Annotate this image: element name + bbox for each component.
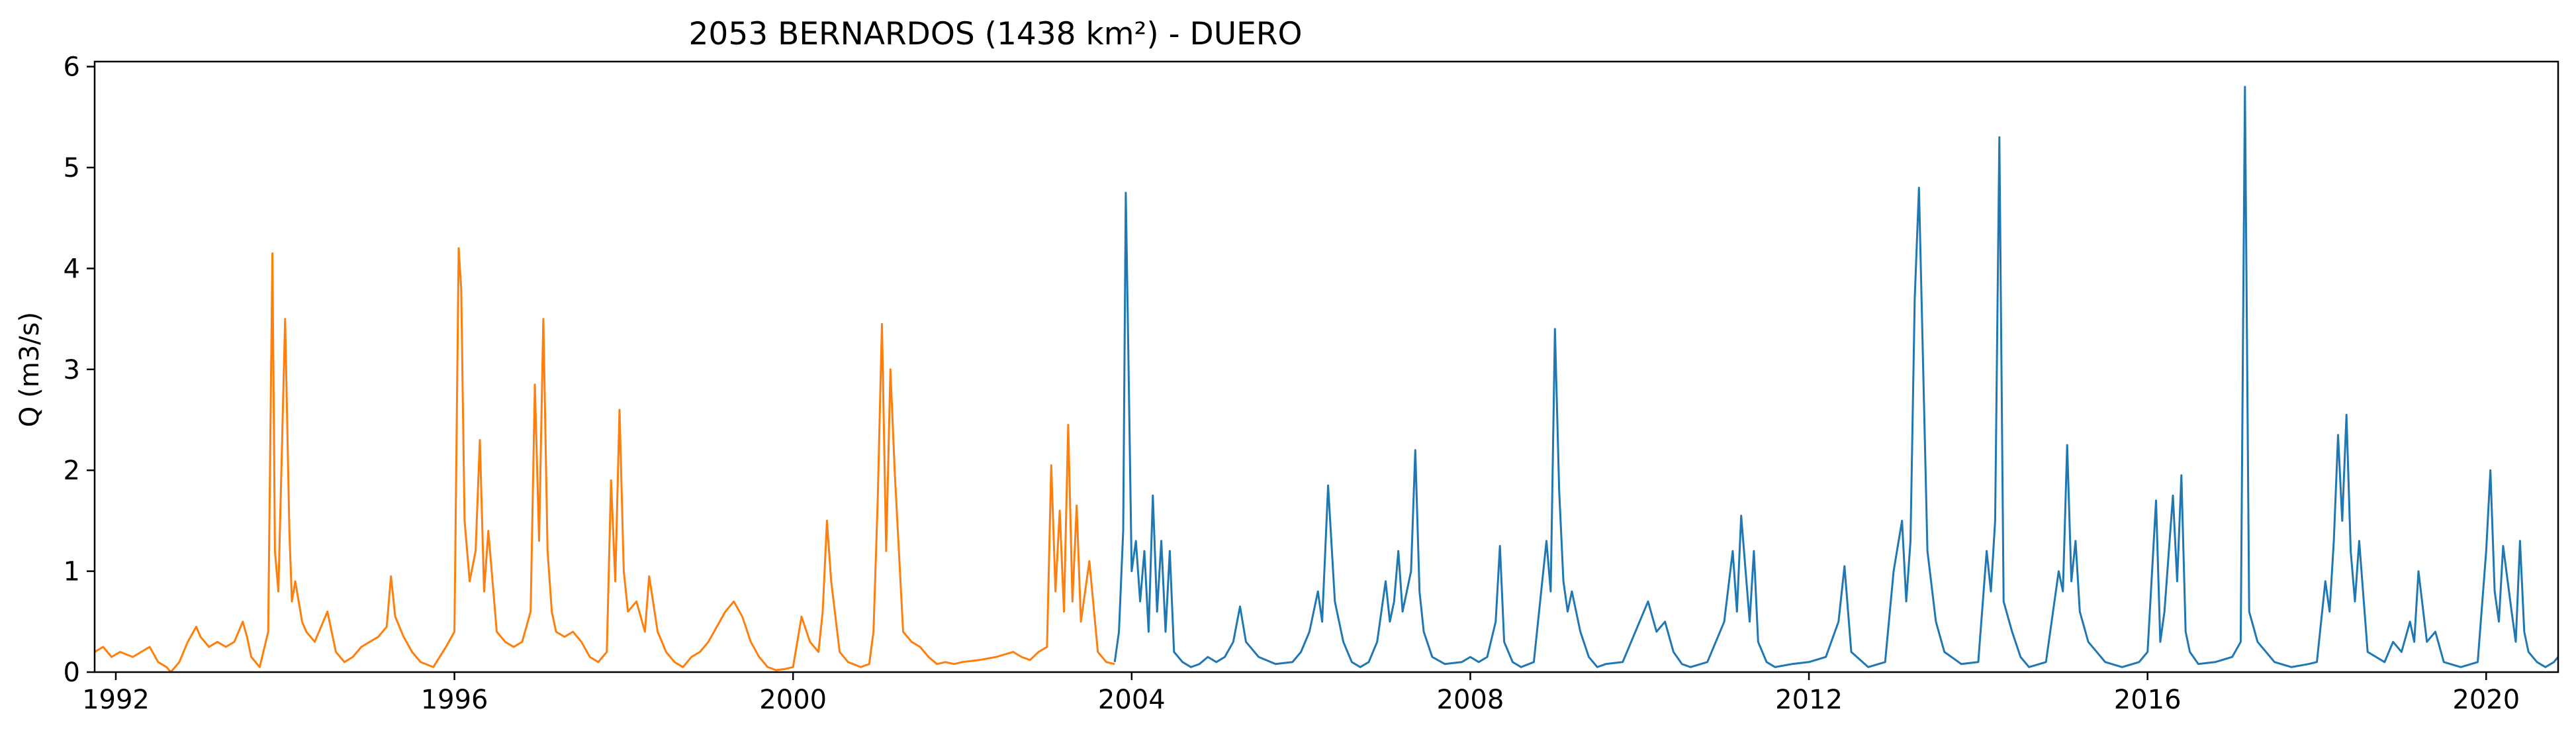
x-tick-label: 2016: [2114, 685, 2182, 715]
y-tick-label: 1: [64, 557, 80, 587]
series-layer: [94, 85, 2559, 673]
x-tick-label: 1996: [421, 685, 488, 715]
x-tick-label: 2020: [2452, 685, 2520, 715]
chart-title: 2053 BERNARDOS (1438 km²) - DUERO: [689, 16, 1303, 52]
x-tick-label: 1992: [82, 685, 150, 715]
plot-frame: [93, 60, 2559, 673]
x-tick-label: 2008: [1437, 685, 1504, 715]
x-tick-label: 2000: [759, 685, 827, 715]
ticks-layer: 1992 1996 2000 2004 2008 2012 2016 2020 0 1 2 3 4 5 6: [64, 52, 2520, 715]
y-tick-label: 6: [64, 52, 80, 83]
series-line-2: [1113, 85, 2559, 668]
y-tick-label: 4: [64, 254, 80, 284]
y-tick-label: 2: [64, 456, 80, 486]
series-line-1: [94, 247, 1115, 673]
y-tick-label: 3: [64, 355, 80, 385]
x-tick-label: 2012: [1775, 685, 1843, 715]
y-tick-label: 0: [64, 658, 80, 688]
x-tick-label: 2004: [1098, 685, 1166, 715]
y-axis-label: Q (m3/s): [15, 312, 45, 427]
y-tick-label: 5: [64, 153, 80, 183]
